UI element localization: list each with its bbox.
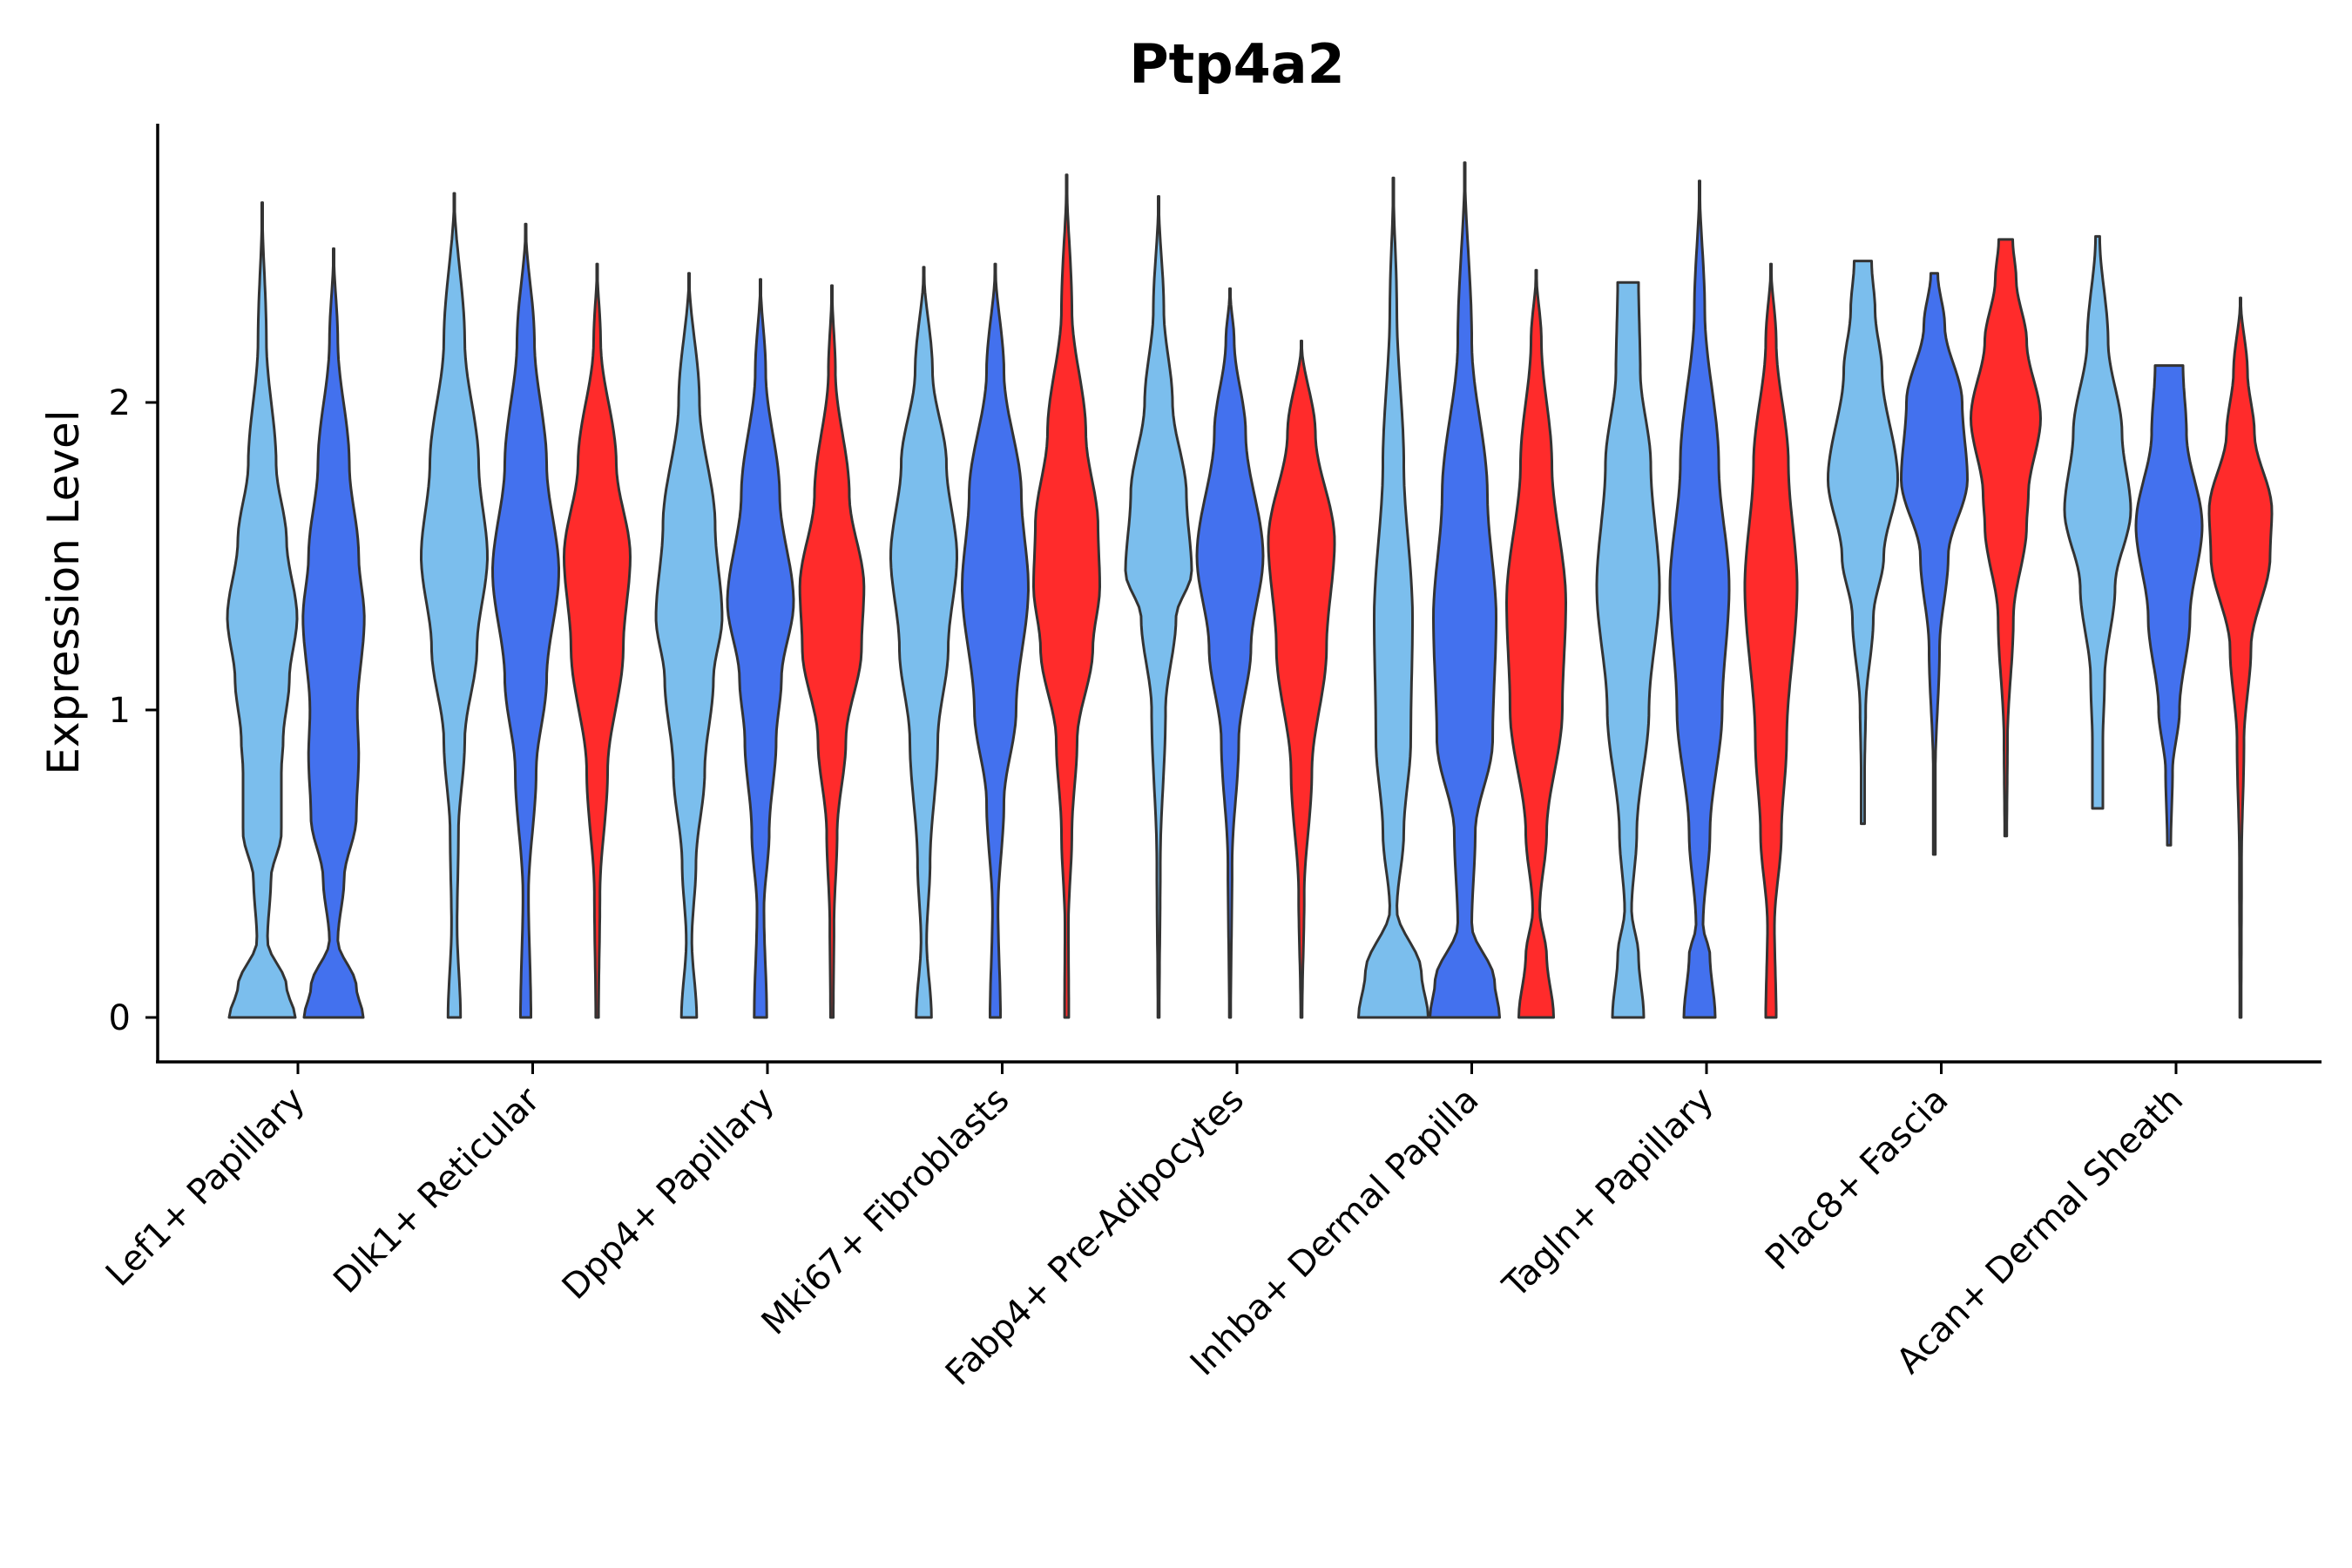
violin-fabp4-pre-adipocytes-1	[1124, 195, 1193, 1019]
y-ticks: 0 1 2	[109, 383, 158, 1038]
violin-inhba-dermal-papilla-1	[1357, 176, 1429, 1019]
violin-dlk1-reticular-1	[420, 192, 489, 1019]
violin-mki67-fibroblasts-3	[1032, 173, 1101, 1019]
violin-fabp4-pre-adipocytes-2	[1195, 287, 1265, 1019]
y-tick-label: 1	[109, 691, 131, 731]
x-tick-label: Dpp4+ Papillary	[555, 1080, 782, 1308]
violin-dpp4-papillary-1	[654, 272, 724, 1019]
violin-mki67-fibroblasts-2	[961, 262, 1030, 1019]
violin-lef1-papillary-2	[301, 247, 366, 1019]
violin-inhba-dermal-papilla-2	[1429, 161, 1501, 1019]
x-tick-label: Mki67+ Fibroblasts	[754, 1080, 1017, 1343]
violin-acan-dermal-sheath-3	[2207, 296, 2274, 1019]
x-ticks: Lef1+ Papillary Dlk1+ Reticular Dpp4+ Papi…	[98, 1062, 2191, 1394]
x-tick-label: Tagln+ Papillary	[1495, 1080, 1721, 1307]
x-tick-label: Lef1+ Papillary	[98, 1080, 313, 1294]
violin-dpp4-papillary-3	[798, 284, 866, 1019]
chart-title: Ptp4a2	[1129, 32, 1345, 96]
violins-layer	[226, 161, 2274, 1019]
violin-dlk1-reticular-2	[491, 222, 560, 1019]
violin-acan-dermal-sheath-1	[2063, 234, 2132, 810]
violin-tagln-papillary-1	[1595, 280, 1661, 1019]
violin-dlk1-reticular-3	[563, 262, 632, 1019]
violin-inhba-dermal-papilla-3	[1505, 268, 1567, 1019]
violin-plac8-fascia-1	[1827, 260, 1899, 826]
violin-tagln-papillary-3	[1743, 262, 1799, 1019]
violin-tagln-papillary-2	[1668, 179, 1731, 1019]
violin-lef1-papillary-1	[226, 201, 299, 1019]
y-tick-label: 0	[109, 998, 131, 1038]
violin-plac8-fascia-2	[1900, 272, 1969, 856]
y-axis-label: Expression Level	[38, 409, 89, 774]
violin-plac8-fascia-3	[1970, 238, 2042, 838]
violin-dpp4-papillary-2	[726, 278, 795, 1019]
violin-acan-dermal-sheath-2	[2134, 364, 2204, 847]
violin-fabp4-pre-adipocytes-3	[1267, 339, 1336, 1019]
violin-mki67-fibroblasts-1	[889, 266, 958, 1019]
axes	[156, 124, 2322, 1064]
y-tick-label: 2	[109, 383, 131, 423]
x-tick-label: Plac8+ Fascia	[1758, 1080, 1957, 1279]
x-tick-label: Dlk1+ Reticular	[326, 1079, 548, 1301]
